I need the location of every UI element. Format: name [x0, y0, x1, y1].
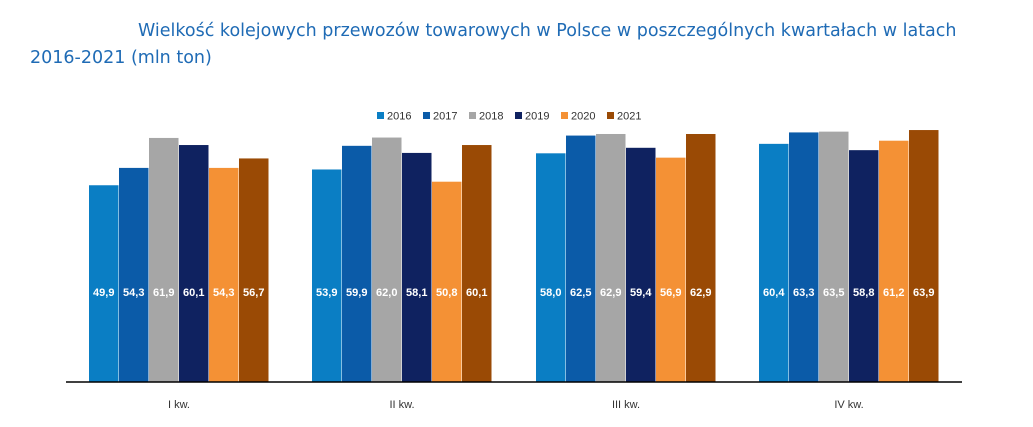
bar-2019-4	[849, 150, 879, 382]
legend-label-2021: 2021	[617, 111, 641, 123]
x-tick-label: II kw.	[389, 399, 414, 411]
data-label-2018-1: 61,9	[153, 287, 174, 299]
legend-label-2019: 2019	[525, 111, 549, 123]
legend-swatch-2016	[377, 112, 384, 119]
legend-swatch-2020	[561, 112, 568, 119]
legend-swatch-2017	[423, 112, 430, 119]
bar-2020-1	[209, 167, 239, 382]
bar-2020-4	[879, 140, 909, 382]
data-label-2016-1: 49,9	[93, 287, 114, 299]
bar-2017-1	[119, 167, 149, 382]
data-label-2019-3: 59,4	[630, 287, 652, 299]
bar-2020-2	[432, 181, 462, 382]
x-tick-labels: I kw. II kw. III kw. IV kw.	[168, 399, 864, 411]
data-labels: 49,9 54,3 61,9 60,1 54,3 56,7 53,9 59,9 62,0 58,1…	[93, 287, 934, 299]
bar-2021-2	[462, 145, 492, 382]
bar-2021-3	[686, 133, 716, 382]
data-label-2017-3: 62,5	[570, 287, 591, 299]
bar-2017-3	[566, 135, 596, 382]
data-label-2021-4: 63,9	[913, 287, 934, 299]
bar-2019-1	[179, 145, 209, 382]
bar-2016-1	[89, 185, 119, 382]
bar-2016-3	[536, 153, 566, 382]
legend-label-2020: 2020	[571, 111, 595, 123]
bar-2020-3	[656, 157, 686, 382]
data-label-2020-1: 54,3	[213, 287, 234, 299]
data-label-2017-2: 59,9	[346, 287, 367, 299]
bars	[89, 130, 939, 382]
data-label-2016-3: 58,0	[540, 287, 561, 299]
bar-2018-2	[372, 137, 402, 382]
data-label-2016-2: 53,9	[316, 287, 337, 299]
data-label-2021-3: 62,9	[690, 287, 711, 299]
x-tick-label: III kw.	[612, 399, 640, 411]
bar-2021-4	[909, 130, 939, 382]
data-label-2018-4: 63,5	[823, 287, 844, 299]
data-label-2019-2: 58,1	[406, 287, 427, 299]
data-label-2019-1: 60,1	[183, 287, 204, 299]
data-label-2018-2: 62,0	[376, 287, 397, 299]
x-tick-label: I kw.	[168, 399, 190, 411]
legend: 2016 2017 2018 2019 2020 2021	[377, 111, 641, 123]
legend-swatch-2019	[515, 112, 522, 119]
data-label-2017-1: 54,3	[123, 287, 144, 299]
bar-2021-1	[239, 158, 269, 382]
bar-2018-1	[149, 137, 179, 382]
data-label-2020-2: 50,8	[436, 287, 457, 299]
bar-2017-2	[342, 145, 372, 382]
data-label-2019-4: 58,8	[853, 287, 874, 299]
data-label-2016-4: 60,4	[763, 287, 785, 299]
data-label-2020-4: 61,2	[883, 287, 904, 299]
legend-label-2017: 2017	[433, 111, 457, 123]
bar-2017-4	[789, 132, 819, 382]
legend-label-2016: 2016	[387, 111, 411, 123]
data-label-2017-4: 63,3	[793, 287, 814, 299]
x-tick-label: IV kw.	[834, 399, 863, 411]
data-label-2020-3: 56,9	[660, 287, 681, 299]
bar-2016-4	[759, 143, 789, 382]
bar-2018-3	[596, 133, 626, 382]
legend-label-2018: 2018	[479, 111, 503, 123]
bar-2016-2	[312, 169, 342, 382]
data-label-2021-1: 56,7	[243, 287, 264, 299]
data-label-2018-3: 62,9	[600, 287, 621, 299]
data-label-2021-2: 60,1	[466, 287, 487, 299]
legend-swatch-2021	[607, 112, 614, 119]
bar-2019-3	[626, 147, 656, 382]
bar-2019-2	[402, 152, 432, 382]
bar-2018-4	[819, 131, 849, 382]
chart-title: Wielkość kolejowych przewozów towarowych…	[30, 21, 957, 68]
legend-swatch-2018	[469, 112, 476, 119]
